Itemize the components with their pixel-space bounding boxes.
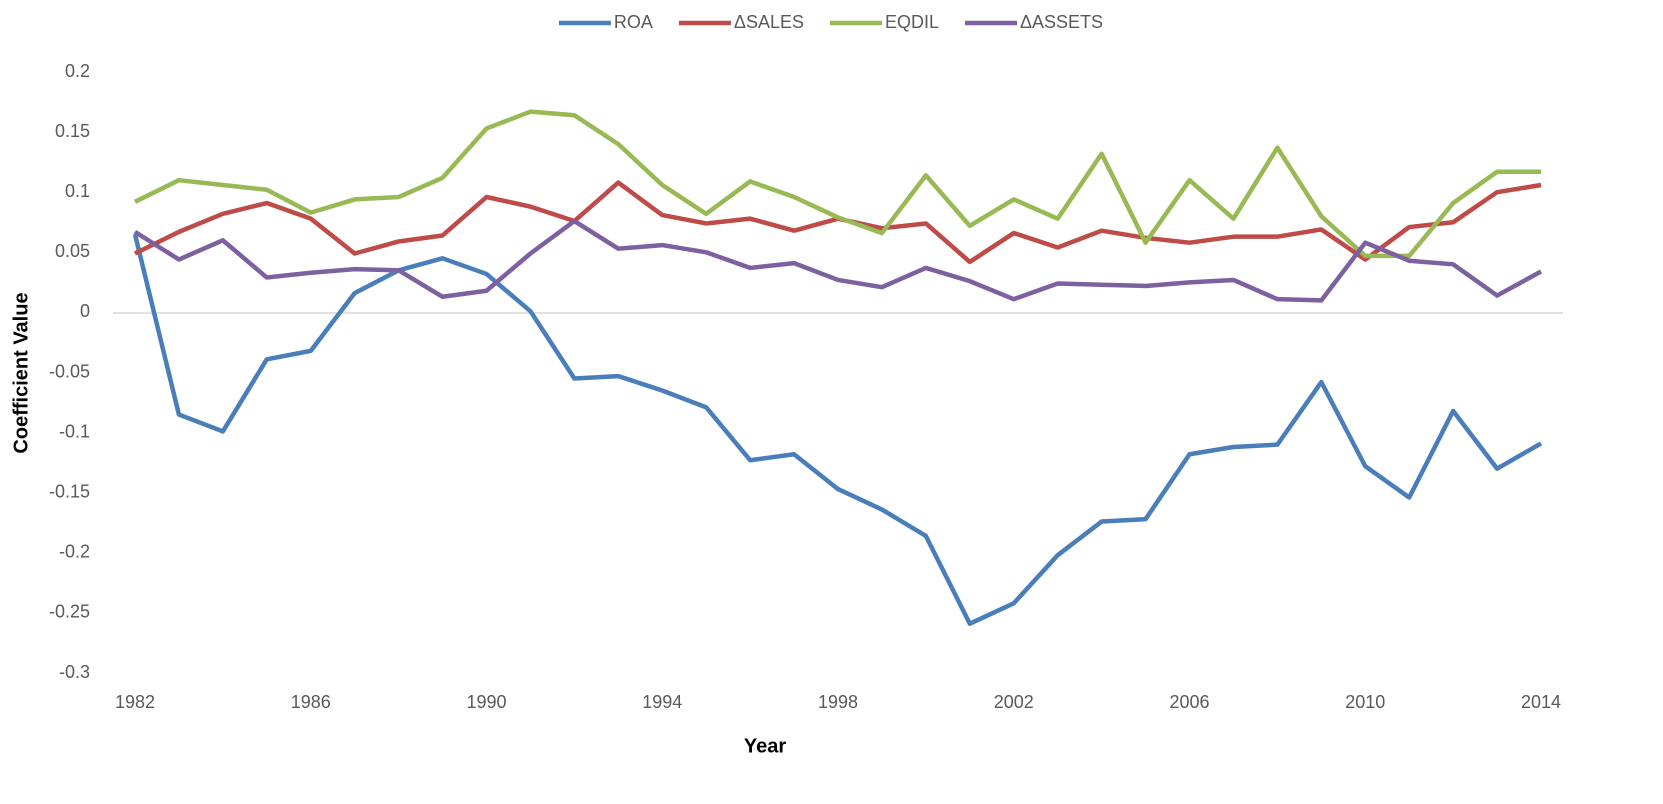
x-tick-label: 2002: [994, 692, 1034, 712]
x-tick-label: 1998: [818, 692, 858, 712]
legend-label: EQDIL: [885, 12, 939, 32]
y-tick-label: 0.05: [55, 241, 90, 261]
y-tick-label: -0.2: [59, 542, 90, 562]
y-tick-label: -0.05: [49, 361, 90, 381]
legend-label: ΔSALES: [734, 12, 804, 32]
x-tick-label: 1982: [115, 692, 155, 712]
legend-label: ROA: [614, 12, 653, 32]
x-tick-label: 1990: [466, 692, 506, 712]
series-line: [133, 109, 1542, 259]
x-tick-label: 2010: [1345, 692, 1385, 712]
y-tick-label: 0.15: [55, 121, 90, 141]
y-tick-label: -0.25: [49, 602, 90, 622]
y-tick-label: -0.1: [59, 421, 90, 441]
y-tick-label: 0.2: [65, 61, 90, 81]
y-tick-label: -0.3: [59, 662, 90, 682]
y-axis-title: Coefficient Value: [10, 292, 32, 453]
x-tick-label: 1994: [642, 692, 682, 712]
x-tick-label: 1986: [291, 692, 331, 712]
y-tick-label: 0.1: [65, 181, 90, 201]
y-tick-label: 0: [80, 301, 90, 321]
x-tick-label: 2014: [1521, 692, 1561, 712]
y-tick-label: -0.15: [49, 481, 90, 501]
x-tick-label: 2006: [1169, 692, 1209, 712]
legend-label: ΔASSETS: [1020, 12, 1103, 32]
series-line: [132, 233, 1543, 626]
x-axis-title: Year: [744, 735, 786, 757]
series-line: [133, 218, 1543, 303]
